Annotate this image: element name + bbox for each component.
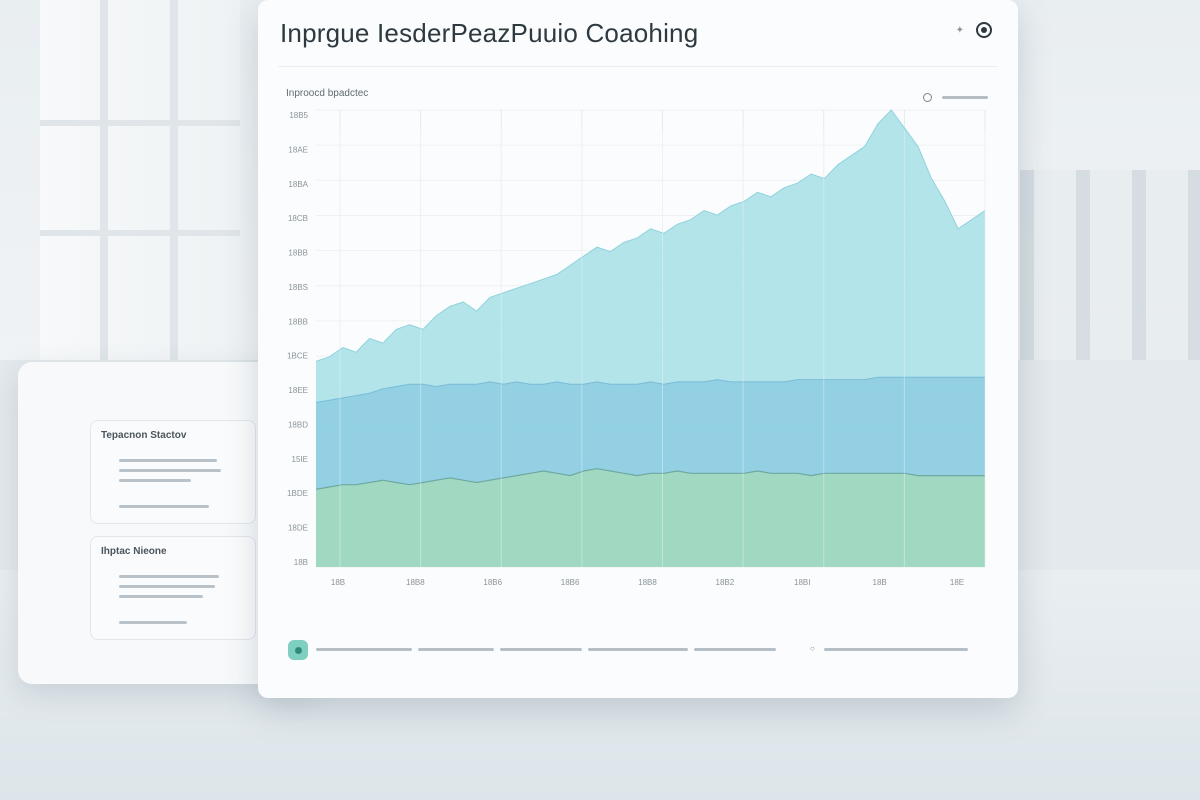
y-tick-label: 18BS [288,283,308,292]
y-tick-label: 1BDE [287,489,308,498]
x-tick-label: 18BI [794,578,810,587]
y-tick-label: 15IE [292,455,308,464]
y-tick-label: 18BD [288,420,308,429]
y-tick-label: 18BA [288,180,308,189]
footer-badge-icon[interactable] [288,640,308,660]
window-transom [40,120,240,126]
footer-text-placeholder [418,648,494,651]
side-card-impact[interactable]: Ihptac Nieone [90,536,256,640]
series-line-3 [315,468,985,490]
area-series-3 [316,468,985,567]
y-tick-label: 18CB [288,214,308,223]
x-tick-label: 18B [331,578,345,587]
chart-controls [923,93,988,102]
y-tick-label: 1BCE [287,352,308,361]
background-blinds [1020,170,1200,360]
side-card-title: Ihptac Nieone [101,546,167,557]
footer-text-placeholder [588,648,688,651]
footer-bullet-icon: ○ [810,644,815,653]
window-mullion [100,0,108,360]
page-title: Inprgue IesderPeazPuuio Coaohing [280,18,699,48]
chart-toolbar-placeholder [942,96,988,99]
y-tick-label: 18EE [288,386,308,395]
dashboard-panel: Inprgue IesderPeazPuuio Coaohing ✦ Inpro… [258,0,1018,698]
text-placeholder-line [119,479,191,482]
y-tick-label: 18BB [288,249,308,258]
header-divider [278,66,998,67]
footer-text-placeholder [824,648,968,651]
y-tick-label: 18B5 [289,111,308,120]
settings-icon[interactable] [976,22,992,38]
text-placeholder-line [119,585,215,588]
x-tick-label: 18B2 [716,578,735,587]
text-placeholder-line [119,469,221,472]
x-tick-label: 18B8 [638,578,657,587]
area-chart: 18B5 18AE 18BA 18CB 18BB 18BS 18BB 1BCE 18EE 18BD… [287,109,986,587]
window-transom [40,230,240,236]
side-card-status[interactable]: Tepacnon Stactov [90,420,256,524]
window-mullion [170,0,178,360]
text-placeholder-line [119,595,203,598]
x-tick-label: 18B8 [406,578,425,587]
header-tools: ✦ [956,22,992,38]
y-tick-label: 18B [294,558,308,567]
footer-text-placeholder [694,648,776,651]
text-placeholder-line [119,459,217,462]
y-tick-label: 18AE [288,145,308,154]
x-tick-label: 18B6 [483,578,502,587]
series-line-2 [315,376,985,403]
background-window [40,0,240,360]
text-placeholder-line [119,575,219,578]
footer-text-placeholder [316,648,412,651]
side-card-title: Tepacnon Stactov [101,430,187,441]
chart-subtitle: Inproocd bpadctec [286,88,369,99]
y-tick-label: 18DE [288,524,308,533]
footer-text-placeholder [500,648,582,651]
x-tick-label: 18E [950,578,964,587]
y-tick-label: 18BB [288,317,308,326]
text-placeholder-line [119,505,209,508]
x-tick-label: 18B [873,578,887,587]
x-tick-label: 18B6 [561,578,580,587]
pin-icon[interactable]: ✦ [955,24,964,36]
series-line-1 [315,109,986,362]
text-placeholder-line [119,621,187,624]
chart-option-icon[interactable] [923,93,932,102]
